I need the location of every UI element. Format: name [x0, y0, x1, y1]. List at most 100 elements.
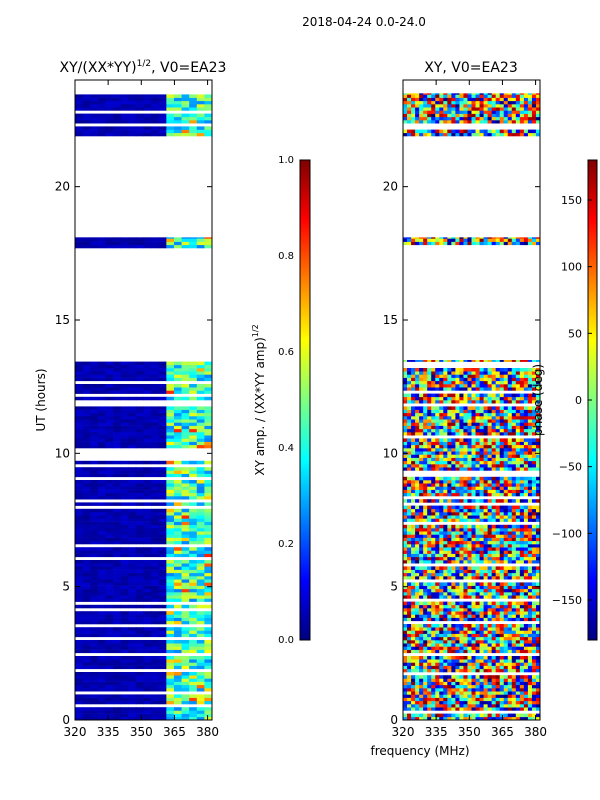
phase-heatmap-cell	[403, 633, 408, 638]
amplitude-heatmap-cell	[105, 364, 114, 369]
amplitude-heatmap-cell	[166, 598, 175, 602]
amplitude-heatmap-cell	[82, 633, 91, 638]
amplitude-heatmap-cell	[128, 387, 137, 391]
amplitude-heatmap-cell	[166, 547, 175, 551]
phase-heatmap-cell	[531, 556, 537, 561]
amplitude-heatmap-cell	[143, 713, 152, 718]
amplitude-heatmap-cell	[189, 576, 198, 580]
amplitude-heatmap-cell	[189, 678, 198, 682]
phase-heatmap-cell	[403, 707, 408, 711]
phase-heatmap-cell	[463, 505, 468, 510]
phase-heatmap-cell	[479, 617, 484, 622]
phase-heatmap-cell	[455, 406, 460, 410]
amplitude-heatmap-cell	[75, 627, 84, 631]
amplitude-heatmap-cell	[113, 681, 122, 686]
amplitude-heatmap-cell	[82, 620, 91, 625]
phase-heatmap-cell	[519, 528, 525, 532]
phase-heatmap-cell	[511, 617, 517, 622]
amplitude-heatmap-cell	[135, 467, 144, 471]
amplitude-heatmap-cell	[135, 710, 144, 714]
phase-heatmap-cell	[535, 636, 540, 641]
amplitude-heatmap-cell	[204, 646, 212, 650]
amplitude-heatmap-cell	[97, 598, 106, 602]
amplitude-heatmap-cell	[120, 534, 129, 538]
amplitude-heatmap-cell	[128, 377, 137, 382]
amplitude-heatmap-cell	[166, 237, 175, 239]
amplitude-heatmap-cell	[82, 528, 91, 532]
phase-heatmap-cell	[523, 556, 529, 561]
phase-heatmap-cell	[527, 464, 533, 468]
amplitude-heatmap-cell	[196, 521, 205, 526]
amplitude-heatmap-cell	[105, 435, 114, 439]
phase-heatmap-cell	[447, 640, 452, 644]
amplitude-heatmap-cell	[158, 713, 167, 718]
amplitude-heatmap-cell	[97, 368, 106, 372]
amplitude-heatmap-cell	[196, 387, 205, 391]
phase-heatmap-cell	[423, 595, 428, 599]
phase-heatmap-cell	[495, 406, 501, 410]
phase-heatmap-cell	[435, 704, 440, 708]
phase-heatmap-cell	[447, 464, 452, 468]
phase-heatmap-cell	[503, 684, 509, 689]
phase-heatmap-cell	[455, 480, 460, 484]
phase-heatmap-cell	[467, 508, 472, 513]
amplitude-heatmap-cell	[196, 569, 205, 574]
amplitude-heatmap-cell	[113, 710, 122, 714]
amplitude-heatmap-cell	[97, 688, 106, 692]
amplitude-heatmap-cell	[189, 444, 198, 449]
amplitude-heatmap-cell	[143, 630, 152, 634]
phase-heatmap-cell	[467, 684, 472, 689]
phase-heatmap-cell	[447, 534, 452, 538]
amplitude-heatmap-cell	[90, 569, 99, 574]
phase-heatmap-cell	[479, 457, 484, 462]
phase-heatmap-cell	[431, 409, 436, 414]
amplitude-heatmap-cell	[173, 237, 182, 239]
amplitude-heatmap-cell	[82, 553, 91, 558]
phase-heatmap-cell	[495, 569, 501, 574]
phase-heatmap-cell	[459, 489, 464, 494]
amplitude-heatmap-cell	[189, 486, 198, 490]
phase-heatmap-cell	[451, 688, 456, 692]
amplitude-heatmap-cell	[82, 492, 91, 497]
phase-heatmap-cell	[499, 448, 505, 452]
phase-heatmap-cell	[423, 518, 428, 522]
phase-heatmap-cell	[507, 566, 513, 570]
phase-heatmap-cell	[515, 492, 521, 497]
amplitude-heatmap-cell	[113, 244, 122, 249]
phase-heatmap-cell	[519, 697, 525, 702]
amplitude-heatmap-cell	[196, 512, 205, 516]
amplitude-heatmap-cell	[128, 107, 137, 111]
phase-heatmap-cell	[471, 454, 476, 458]
phase-heatmap-cell	[427, 636, 432, 641]
phase-heatmap-cell	[459, 716, 464, 720]
amplitude-heatmap-cell	[82, 534, 91, 538]
phase-heatmap-cell	[459, 643, 464, 647]
phase-heatmap-cell	[511, 515, 517, 519]
phase-heatmap-cell	[527, 515, 533, 519]
phase-heatmap-cell	[503, 512, 509, 516]
phase-heatmap-cell	[515, 656, 521, 660]
phase-heatmap-cell	[487, 486, 493, 490]
phase-heatmap-cell	[487, 387, 493, 391]
amplitude-heatmap-cell	[151, 438, 160, 442]
amplitude-heatmap-cell	[189, 537, 198, 542]
phase-heatmap-cell	[475, 400, 480, 404]
phase-heatmap-cell	[487, 627, 493, 631]
phase-heatmap-cell	[511, 643, 517, 647]
phase-heatmap-cell	[423, 553, 428, 558]
amplitude-heatmap-cell	[151, 416, 160, 420]
phase-heatmap-cell	[491, 492, 497, 497]
phase-heatmap-cell	[455, 393, 460, 398]
phase-heatmap-cell	[511, 425, 517, 430]
phase-heatmap-cell	[471, 630, 476, 634]
phase-heatmap-cell	[491, 556, 497, 561]
phase-heatmap-cell	[519, 588, 525, 593]
amplitude-heatmap-cell	[120, 681, 129, 686]
phase-heatmap-cell	[423, 524, 428, 529]
phase-heatmap-cell	[411, 518, 416, 522]
phase-heatmap-cell	[479, 646, 484, 650]
phase-heatmap-cell	[415, 422, 420, 426]
phase-heatmap-cell	[415, 444, 420, 449]
phase-heatmap-cell	[503, 572, 509, 577]
amplitude-heatmap-cell	[166, 107, 175, 111]
